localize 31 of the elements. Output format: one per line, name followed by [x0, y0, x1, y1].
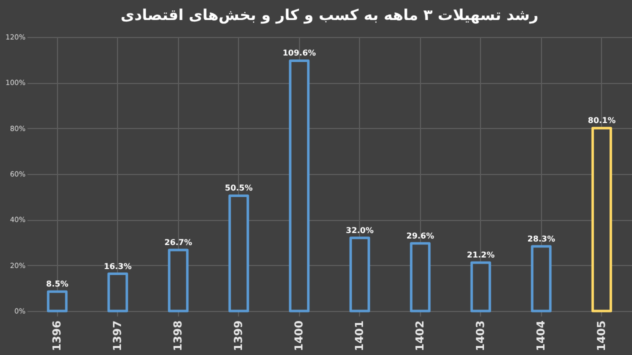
- x-tick-label: 1400: [292, 320, 306, 352]
- bar: [228, 194, 250, 312]
- x-tick-label: 1404: [534, 320, 548, 352]
- bar: [591, 126, 612, 312]
- data-label: 80.1%: [588, 116, 616, 126]
- x-tick-label: 1396: [50, 320, 64, 352]
- bar: [46, 290, 68, 312]
- bar: [410, 242, 431, 312]
- bar: [470, 261, 492, 312]
- data-label: 109.6%: [282, 48, 316, 58]
- data-label: 29.6%: [406, 231, 434, 240]
- x-tick-label: 1398: [171, 320, 184, 352]
- data-label: 26.7%: [164, 238, 192, 248]
- x-tick-label: 1397: [110, 320, 124, 352]
- bar: [107, 272, 128, 312]
- data-label: 21.2%: [466, 250, 495, 260]
- chart-title: رشد تسهیلات ۳ ماهه به کسب و کار و بخش‌های اقتصادی: [120, 6, 538, 24]
- bar: [530, 245, 552, 312]
- x-tick-label: 1405: [594, 320, 608, 352]
- bar: [349, 236, 370, 312]
- data-label: 16.3%: [104, 262, 132, 271]
- data-label: 32.0%: [346, 226, 374, 235]
- data-label: 50.5%: [224, 184, 253, 193]
- bar: [288, 59, 310, 312]
- x-tick-label: 1401: [352, 320, 366, 352]
- x-tick-label: 1403: [474, 320, 487, 352]
- x-tick-label: 1399: [232, 320, 245, 352]
- data-label: 8.5%: [46, 280, 68, 289]
- data-label: 28.3%: [527, 234, 556, 244]
- bar: [168, 248, 189, 312]
- x-tick-label: 1402: [413, 320, 426, 352]
